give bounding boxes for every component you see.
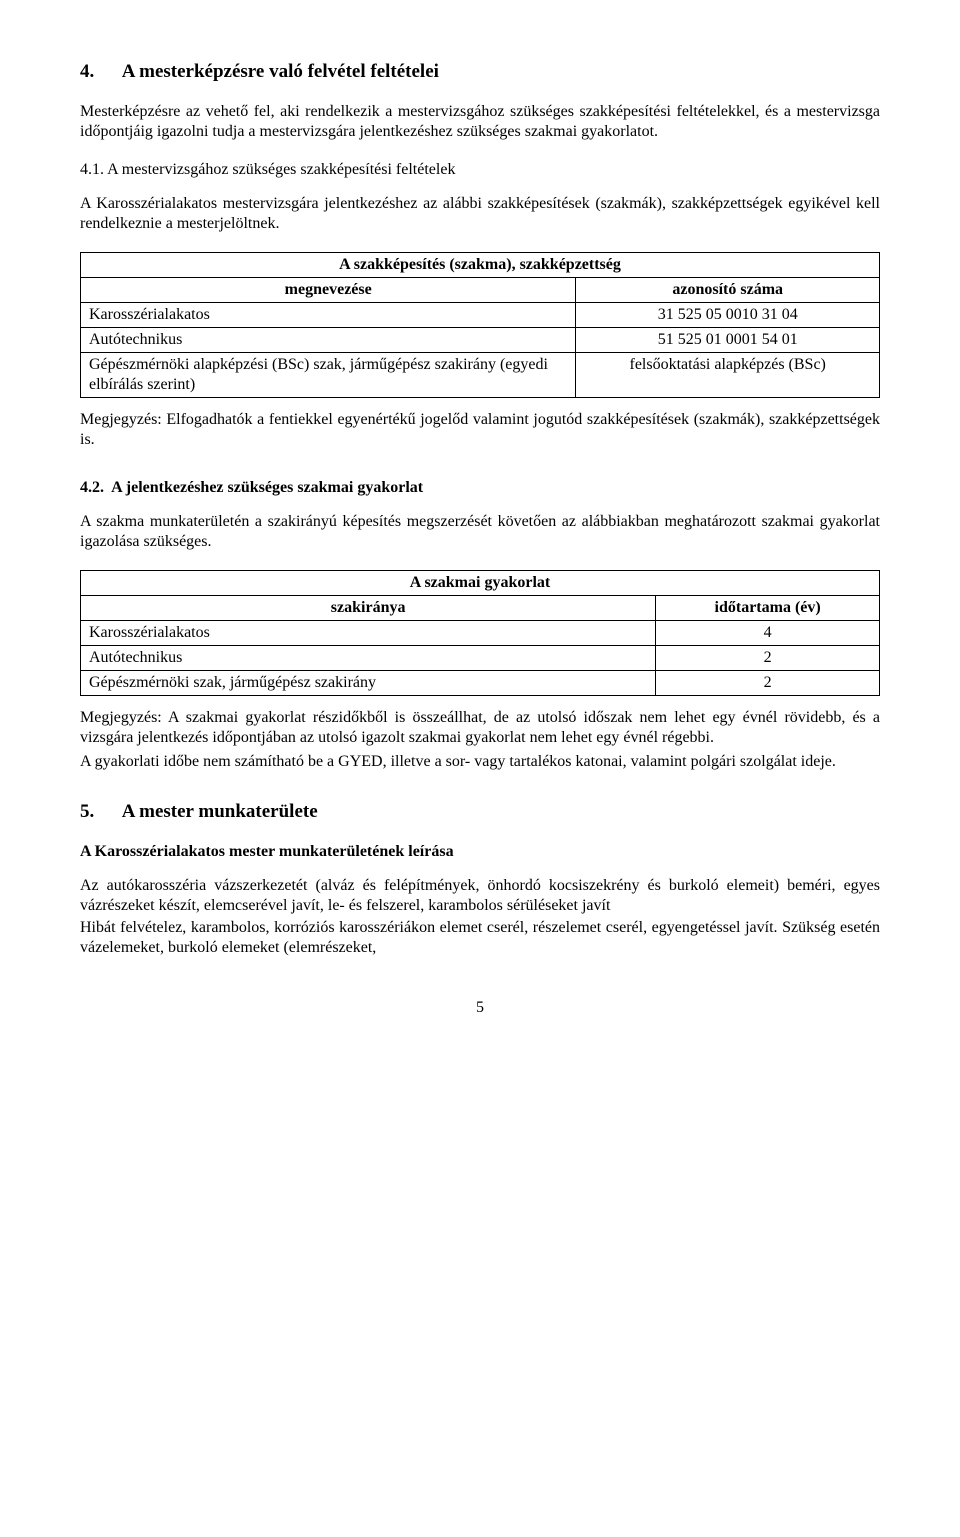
section-number: 5. (80, 800, 118, 824)
subsection-42-note2: A gyakorlati időbe nem számítható be a G… (80, 752, 880, 772)
table-row: Autótechnikus 51 525 01 0001 54 01 (81, 327, 880, 352)
subsection-41-note: Megjegyzés: Elfogadhatók a fentiekkel eg… (80, 410, 880, 450)
qualification-name: Autótechnikus (81, 327, 576, 352)
table-col1-header: megnevezése (81, 277, 576, 302)
qualification-name: Karosszérialakatos (81, 302, 576, 327)
subsection-title: A mestervizsgához szükséges szakképesíté… (107, 161, 455, 178)
practice-name: Gépészmérnöki szak, járműgépész szakirán… (81, 670, 656, 695)
section-title: A mesterképzésre való felvétel feltétele… (122, 61, 439, 82)
table-header-span: A szakmai gyakorlat (81, 570, 880, 595)
section5-subhead: A Karosszérialakatos mester munkaterület… (80, 842, 880, 862)
subsection-42-heading: 4.2. A jelentkezéshez szükséges szakmai … (80, 478, 880, 498)
subsection-41-heading: 4.1. A mestervizsgához szükséges szakkép… (80, 160, 880, 180)
table-row: Gépészmérnöki alapképzési (BSc) szak, já… (81, 352, 880, 397)
qualifications-table: A szakképesítés (szakma), szakképzettség… (80, 252, 880, 398)
practice-years: 2 (656, 645, 880, 670)
table-col2-header: időtartama (év) (656, 595, 880, 620)
table-row: Autótechnikus 2 (81, 645, 880, 670)
subsection-41-para: A Karosszérialakatos mestervizsgára jele… (80, 194, 880, 234)
section4-intro: Mesterképzésre az vehető fel, aki rendel… (80, 102, 880, 142)
practice-name: Karosszérialakatos (81, 620, 656, 645)
table-header-span: A szakképesítés (szakma), szakképzettség (81, 252, 880, 277)
section-heading: 5. A mester munkaterülete (80, 800, 880, 824)
table-row: Gépészmérnöki szak, járműgépész szakirán… (81, 670, 880, 695)
qualification-id: felsőoktatási alapképzés (BSc) (576, 352, 880, 397)
qualification-id: 31 525 05 0010 31 04 (576, 302, 880, 327)
table-row: Karosszérialakatos 31 525 05 0010 31 04 (81, 302, 880, 327)
section-number: 4. (80, 60, 118, 84)
section5-p2: Hibát felvételez, karambolos, korróziós … (80, 918, 880, 958)
section-title: A mester munkaterülete (122, 801, 318, 822)
practice-table: A szakmai gyakorlat szakiránya időtartam… (80, 570, 880, 696)
practice-years: 4 (656, 620, 880, 645)
subsection-title: A jelentkezéshez szükséges szakmai gyako… (111, 479, 423, 496)
table-row: Karosszérialakatos 4 (81, 620, 880, 645)
practice-name: Autótechnikus (81, 645, 656, 670)
practice-years: 2 (656, 670, 880, 695)
subsection-number: 4.1. (80, 161, 104, 178)
page-number: 5 (80, 998, 880, 1018)
subsection-42-para: A szakma munkaterületén a szakirányú kép… (80, 512, 880, 552)
subsection-42-note1: Megjegyzés: A szakmai gyakorlat részidők… (80, 708, 880, 748)
qualification-name: Gépészmérnöki alapképzési (BSc) szak, já… (81, 352, 576, 397)
qualification-id: 51 525 01 0001 54 01 (576, 327, 880, 352)
table-col2-header: azonosító száma (576, 277, 880, 302)
table-col1-header: szakiránya (81, 595, 656, 620)
subsection-number: 4.2. (80, 479, 104, 496)
section-heading: 4. A mesterképzésre való felvétel feltét… (80, 60, 880, 84)
section5-p1: Az autókarosszéria vázszerkezetét (alváz… (80, 876, 880, 916)
